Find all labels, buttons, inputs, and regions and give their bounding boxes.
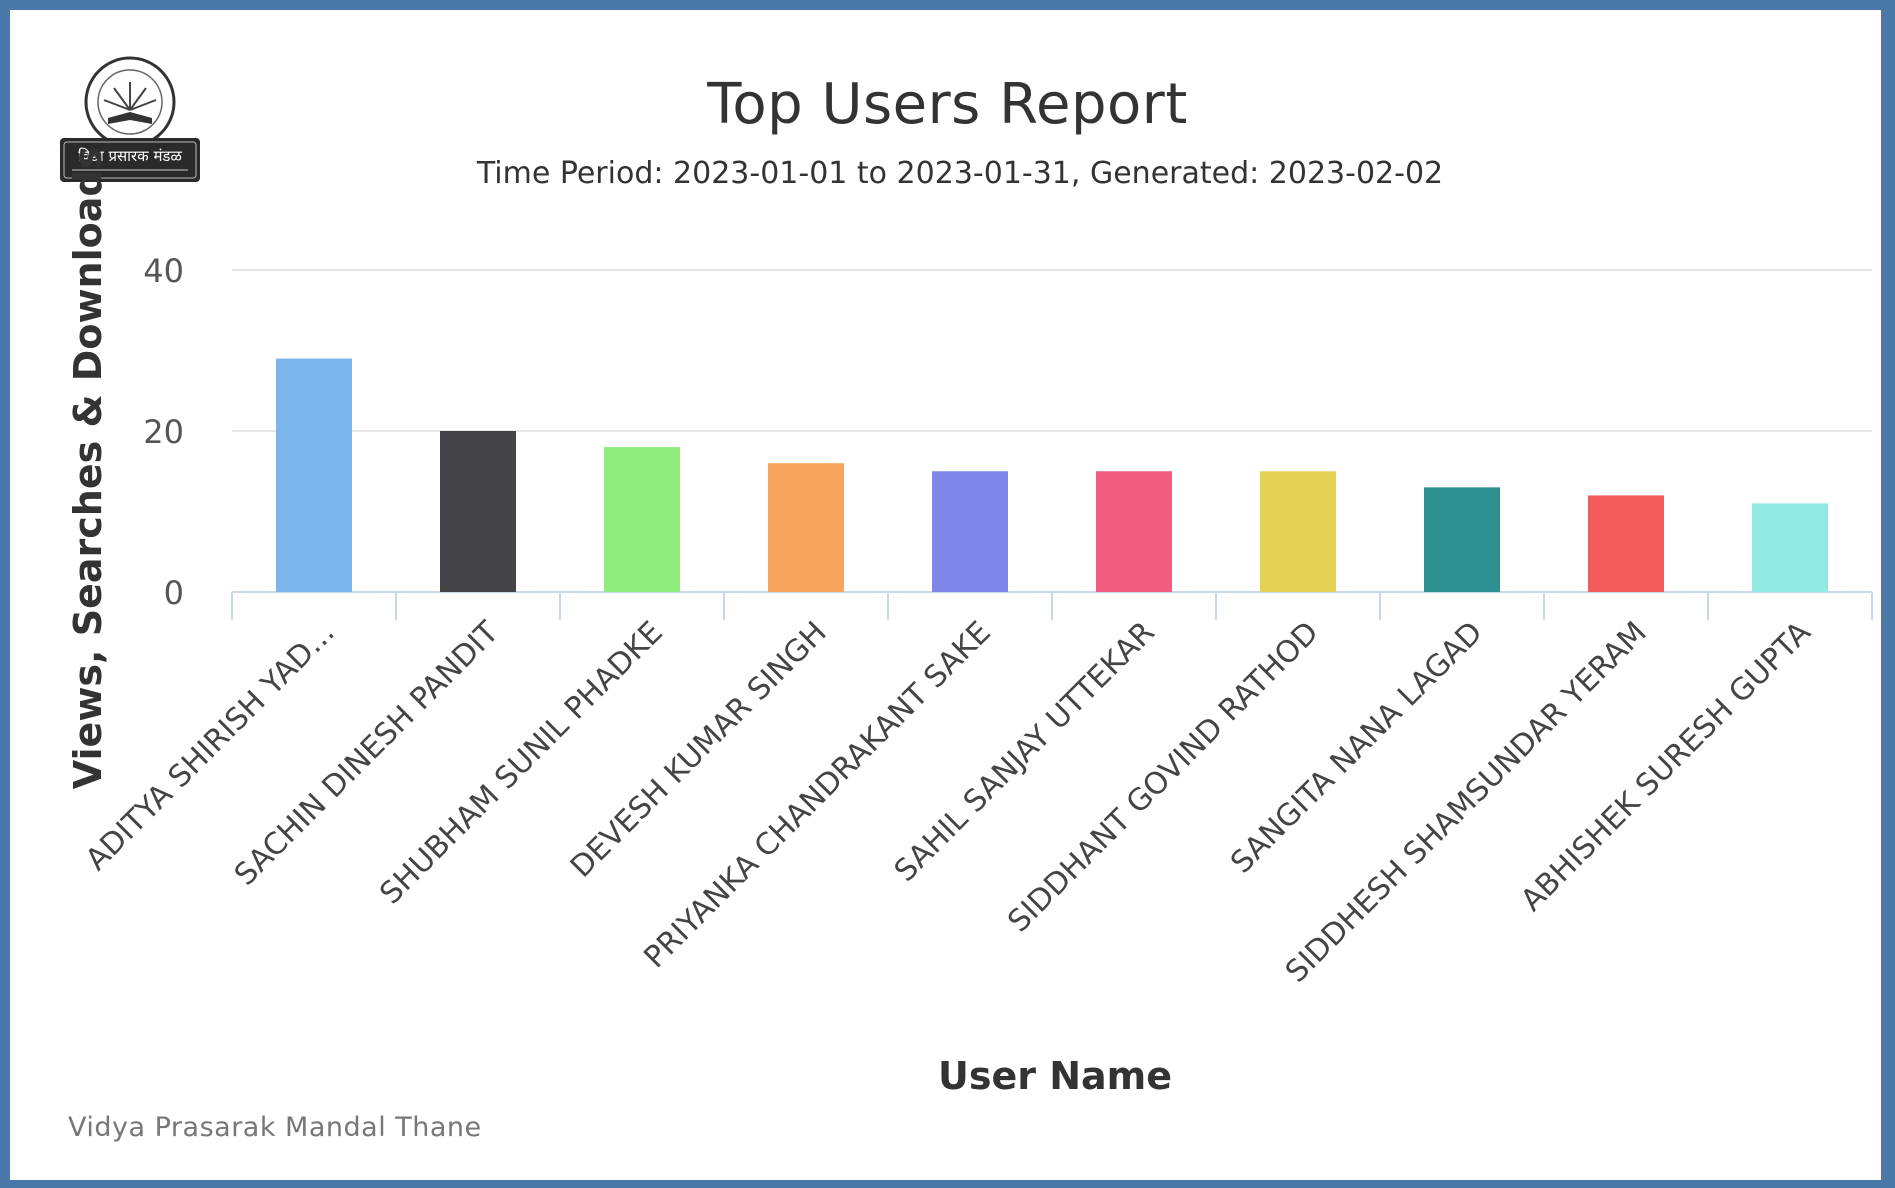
x-axis-title: User Name [937,1054,1173,1098]
logo-inner-ring [97,69,163,135]
bar[interactable] [932,471,1008,592]
bar[interactable] [1752,503,1828,592]
x-category-label: SACHIN DINESH PANDIT [228,614,506,892]
y-tick-label: 40 [143,252,184,290]
x-category-label: SIDDHANT GOVIND RATHOD [1001,615,1325,939]
logo-sun-rays [103,82,157,111]
bar[interactable] [1424,487,1500,592]
bar[interactable] [1588,495,1664,592]
bar[interactable] [440,431,516,592]
x-category-label: SHUBHAM SUNIL PHADKE [373,615,669,911]
x-category-label: PRIYANKA CHANDRAKANT SAKE [637,615,997,975]
x-category-label: SAHIL SANJAY UTTEKAR [888,615,1162,889]
chart-title: Top Users Report [707,72,1188,137]
x-category-label: SIDDHESH SHAMSUNDAR YERAM [1279,615,1654,990]
chart-subtitle: Time Period: 2023-01-01 to 2023-01-31, G… [476,156,1444,191]
bar[interactable] [1096,471,1172,592]
y-tick-label: 0 [164,574,184,612]
bar[interactable] [276,358,352,592]
bar[interactable] [1260,471,1336,592]
logo-banner [60,138,200,182]
y-tick-label: 20 [143,413,184,451]
bar[interactable] [768,463,844,592]
logo-text: विद्या प्रसारक मंडळ [78,147,182,165]
bar[interactable] [604,447,680,592]
x-category-label: ABHISHEK SURESH GUPTA [1514,615,1818,919]
vpm-logo: विद्या प्रसारक मंडळ [60,56,200,182]
chart-credits: Vidya Prasarak Mandal Thane [68,1112,482,1143]
logo-book [108,112,152,124]
